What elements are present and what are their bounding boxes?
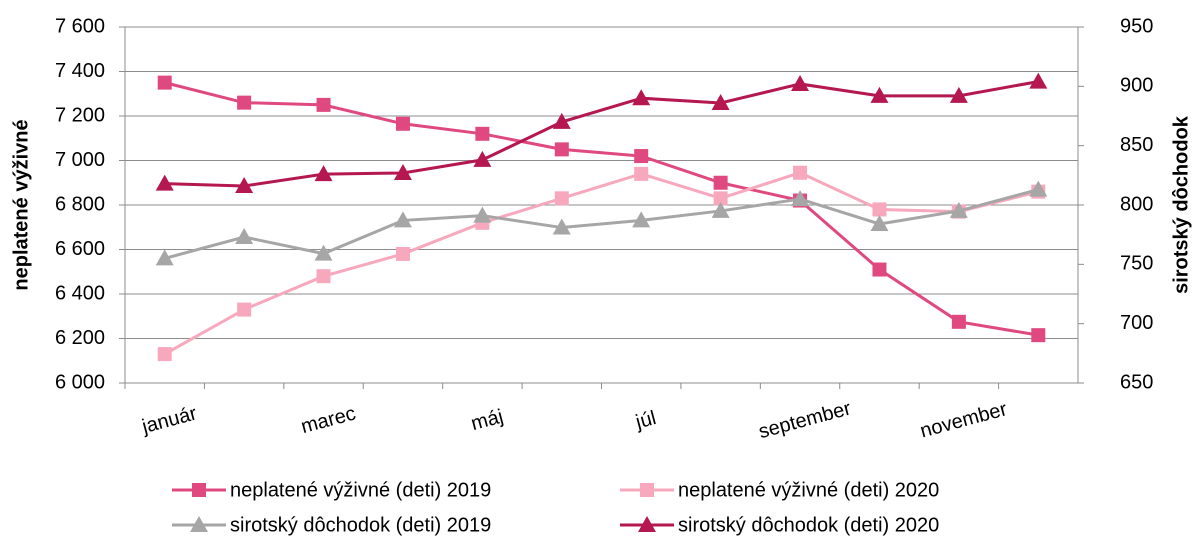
y-tick-label: 6 400	[55, 282, 105, 304]
series-marker	[235, 177, 254, 194]
series-marker	[949, 201, 968, 218]
y2-axis-title: sirotský dôchodok	[1170, 115, 1192, 294]
series-marker	[393, 163, 412, 180]
y2-tick-label: 900	[1120, 75, 1153, 97]
series-marker	[155, 249, 174, 266]
series-marker	[713, 191, 728, 206]
y-tick-label: 6 800	[55, 193, 105, 215]
series-marker	[395, 246, 410, 261]
y-axis-title: neplatené výživné	[10, 119, 32, 290]
series-marker	[473, 206, 492, 223]
series-marker	[632, 211, 651, 228]
series-marker	[872, 262, 887, 277]
series-line	[164, 81, 1039, 337]
series-marker	[791, 74, 810, 91]
y2-tick-label: 700	[1120, 312, 1153, 334]
legend-marker	[190, 516, 208, 532]
y-tick-label: 6 200	[55, 327, 105, 349]
legend-marker	[638, 516, 656, 532]
legend-label: neplatené výživné (deti) 2019	[230, 479, 491, 501]
series-marker	[157, 347, 172, 362]
series-marker	[949, 86, 968, 103]
legend-marker	[640, 483, 654, 497]
x-tick-label: júl	[633, 407, 659, 434]
y-tick-label: 7 600	[55, 15, 105, 37]
series-line	[164, 188, 1039, 260]
legend-label: sirotský dôchodok (deti) 2019	[230, 514, 491, 536]
series-marker	[237, 95, 252, 110]
y2-tick-label: 950	[1120, 15, 1153, 37]
x-tick-label: marec	[299, 402, 358, 438]
series-marker	[237, 302, 252, 317]
series-marker	[155, 174, 174, 191]
y-tick-label: 6 600	[55, 238, 105, 260]
series-marker	[793, 165, 808, 180]
series-marker	[634, 149, 649, 164]
y-tick-label: 7 000	[55, 149, 105, 171]
series-marker	[314, 244, 333, 261]
series-marker	[314, 165, 333, 182]
series-marker	[554, 142, 569, 157]
series-line	[163, 171, 1039, 356]
series-marker	[870, 214, 889, 231]
series-marker	[951, 314, 966, 329]
y2-tick-label: 800	[1120, 193, 1153, 215]
y-tick-label: 6 000	[55, 371, 105, 393]
series-marker	[235, 228, 254, 245]
y2-tick-label: 750	[1120, 253, 1153, 275]
series-marker	[711, 201, 730, 218]
series-marker	[475, 126, 490, 141]
x-tick-label: máj	[469, 406, 506, 436]
legend-label: sirotský dôchodok (deti) 2020	[678, 514, 939, 536]
y2-tick-label: 650	[1120, 371, 1153, 393]
series-marker	[473, 150, 492, 167]
series-marker	[870, 86, 889, 103]
series-marker	[552, 112, 571, 129]
x-tick-label: január	[139, 402, 200, 438]
legend-marker	[192, 483, 206, 497]
series-marker	[872, 202, 887, 217]
series-marker	[1029, 180, 1048, 197]
series-marker	[711, 93, 730, 110]
series-marker	[713, 175, 728, 190]
series-marker	[1031, 328, 1046, 343]
series-marker	[157, 75, 172, 90]
legend-label: neplatené výživné (deti) 2020	[678, 479, 939, 501]
series-marker	[632, 89, 651, 106]
series-marker	[554, 191, 569, 206]
series-marker	[552, 218, 571, 235]
series-line	[164, 80, 1039, 188]
x-tick-label: november	[918, 398, 1010, 442]
y-tick-label: 7 200	[55, 104, 105, 126]
series-marker	[791, 190, 810, 207]
series-marker	[1029, 72, 1048, 89]
series-marker	[316, 269, 331, 284]
series-marker	[634, 166, 649, 181]
y2-tick-label: 850	[1120, 134, 1153, 156]
series-marker	[395, 116, 410, 131]
y-tick-label: 7 400	[55, 60, 105, 82]
series-marker	[393, 211, 412, 228]
series-marker	[316, 97, 331, 112]
x-tick-label: september	[756, 397, 853, 443]
